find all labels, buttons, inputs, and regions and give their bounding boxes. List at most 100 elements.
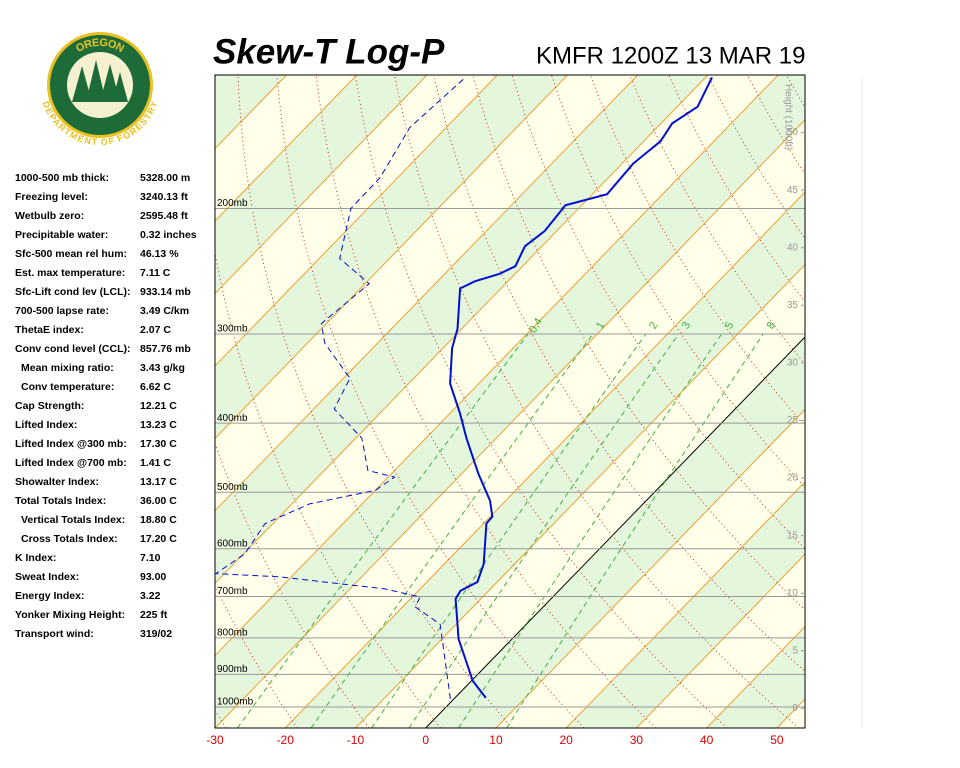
dry-adiabat — [394, 75, 800, 728]
y2-tick-label: 15 — [787, 530, 799, 541]
stat-label: Total Totals Index: — [15, 494, 107, 507]
stat-row: Vertical Totals Index: 18.80 C — [15, 510, 197, 529]
isotherm — [215, 75, 639, 512]
isotherm — [215, 75, 428, 295]
y-tick-label: 200mb — [217, 198, 248, 209]
logo-trees — [72, 60, 128, 102]
dry-adiabat — [215, 442, 370, 728]
dry-adiabat — [826, 75, 960, 728]
stat-value: 12.21 C — [140, 399, 177, 412]
mixing-ratio-label: 2 — [647, 320, 660, 331]
x-tick-label: -20 — [277, 733, 295, 747]
stat-row: Transport wind: 319/02 — [15, 624, 197, 643]
isotherm — [215, 75, 568, 440]
stat-label: Vertical Totals Index: — [21, 513, 126, 526]
dry-adiabat — [590, 75, 805, 427]
y2-tick-label: 10 — [787, 588, 799, 599]
y2-tick-label: 50 — [787, 127, 799, 138]
y-tick-label: 600mb — [217, 538, 248, 549]
stat-value: 17.30 C — [140, 437, 177, 450]
stat-label: Sfc-Lift cond lev (LCL): — [15, 285, 131, 298]
stat-value: 933.14 mb — [140, 285, 191, 298]
y2-axis-label: Height (1000ft) — [782, 84, 793, 150]
stat-row: ThetaE index: 2.07 C — [15, 320, 197, 339]
isotherm — [636, 553, 805, 728]
stat-label: 1000-500 mb thick: — [15, 171, 109, 184]
stat-row: Cross Totals Index: 17.20 C — [15, 529, 197, 548]
stat-label: Yonker Mixing Height: — [15, 608, 126, 621]
y-tick-label: 1000mb — [217, 697, 254, 708]
mixing-ratio-line — [458, 333, 723, 728]
stat-value: 3240.13 ft — [140, 190, 188, 203]
stat-label: ThetaE index: — [15, 323, 84, 336]
dry-adiabat — [786, 75, 805, 109]
x-tick-label: -10 — [347, 733, 365, 747]
stat-value: 3.43 g/kg — [140, 361, 185, 374]
stat-row: Energy Index: 3.22 — [15, 586, 197, 605]
isotherm — [425, 336, 805, 728]
stat-row: K Index: 7.10 — [15, 548, 197, 567]
isotherm — [215, 75, 779, 657]
dewpoint-line — [215, 77, 466, 699]
stat-label: Sweat Index: — [15, 570, 80, 583]
chart-title: Skew-T Log-P — [213, 32, 445, 71]
dry-adiabat — [865, 75, 960, 728]
stat-label: Lifted Index @700 mb: — [15, 456, 127, 469]
stat-row: Conv temperature: 6.62 C — [15, 377, 197, 396]
stat-value: 225 ft — [140, 608, 168, 621]
x-tick-label: 0 — [422, 733, 429, 747]
stat-value: 319/02 — [140, 627, 173, 640]
plot-frame — [214, 74, 806, 729]
stat-value: 1.41 C — [140, 456, 171, 469]
stat-value: 18.80 C — [140, 513, 177, 526]
stat-label: Conv cond level (CCL): — [15, 342, 131, 355]
stat-row: Est. max temperature: 7.11 C — [15, 263, 197, 282]
dry-adiabat — [511, 75, 805, 550]
stat-row: 700-500 lapse rate: 3.49 C/km — [15, 301, 197, 320]
isotherm — [215, 75, 498, 367]
stat-value: 13.17 C — [140, 475, 177, 488]
isotherm — [215, 119, 805, 728]
x-tick-label: 30 — [630, 733, 644, 747]
stat-value: 2.07 C — [140, 323, 171, 336]
y2-tick-label: 40 — [787, 242, 799, 253]
y2-tick-label: 5 — [792, 645, 798, 656]
y-tick-label: 500mb — [217, 482, 248, 493]
isotherm — [495, 408, 805, 728]
stat-label: Sfc-500 mean rel hum: — [15, 247, 128, 260]
y2-tick-label: 25 — [787, 415, 799, 426]
x-tick-label: 40 — [700, 733, 714, 747]
y2-tick-label: 30 — [787, 358, 799, 369]
logo-top-text: OREGON — [74, 37, 126, 55]
stat-value: 5328.00 m — [140, 171, 191, 184]
stat-row: Lifted Index @300 mb: 17.30 C — [15, 434, 197, 453]
stat-row: Yonker Mixing Height: 225 ft — [15, 605, 197, 624]
isotherm — [565, 481, 805, 728]
stat-row: Lifted Index @700 mb: 1.41 C — [15, 453, 197, 472]
stat-value: 7.10 — [140, 551, 161, 564]
isotherm-band — [215, 75, 805, 728]
stat-row: Cap Strength: 12.21 C — [15, 396, 197, 415]
mixing-ratio-label: 5 — [723, 320, 736, 331]
stat-label: 700-500 lapse rate: — [15, 304, 109, 317]
dry-adiabat — [943, 75, 960, 728]
data-layer — [215, 76, 713, 699]
stat-row: Showalter Index: 13.17 C — [15, 472, 197, 491]
stat-value: 2595.48 ft — [140, 209, 188, 222]
x-tick-label: 50 — [770, 733, 784, 747]
y2-tick-label: 35 — [787, 300, 799, 311]
stat-value: 36.00 C — [140, 494, 177, 507]
stat-label: Lifted Index @300 mb: — [15, 437, 127, 450]
stat-label: Wetbulb zero: — [15, 209, 85, 222]
stat-value: 3.22 — [140, 589, 161, 602]
isotherm — [284, 191, 805, 728]
y-tick-label: 900mb — [217, 664, 248, 675]
stat-row: Total Totals Index: 36.00 C — [15, 491, 197, 510]
stat-label: K Index: — [15, 551, 57, 564]
dry-adiabat — [904, 75, 960, 728]
x-tick-label: 20 — [560, 733, 574, 747]
isotherm — [215, 75, 709, 584]
stat-value: 17.20 C — [140, 532, 177, 545]
stat-row: 1000-500 mb thick: 5328.00 m — [15, 168, 197, 187]
